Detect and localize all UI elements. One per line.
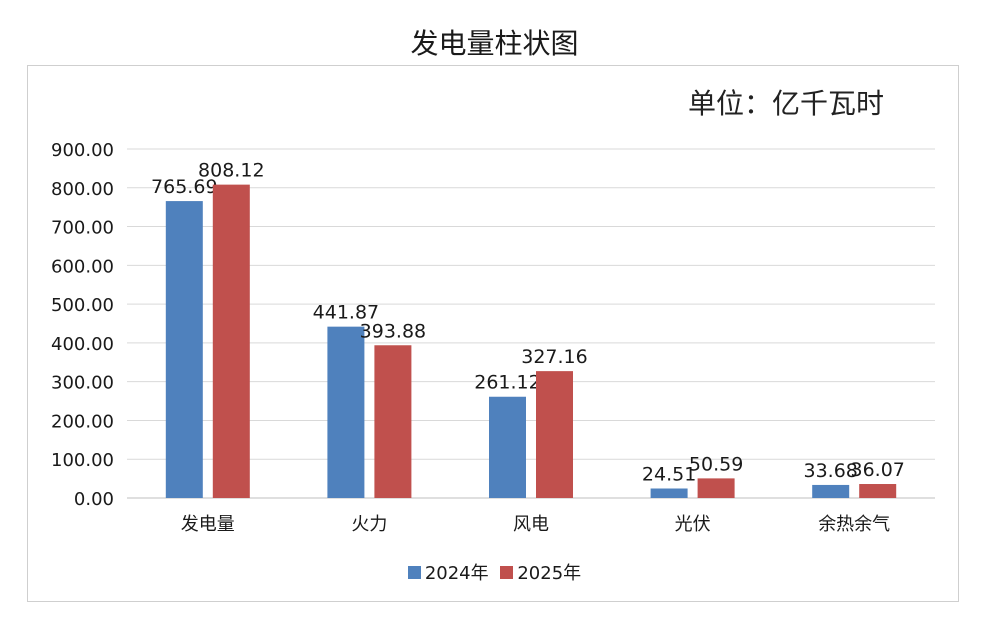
y-tick-label: 500.00 [51,295,114,316]
data-label: 393.88 [360,320,426,342]
unit-label: 单位：亿千瓦时 [688,87,885,120]
y-tick-label: 600.00 [51,256,114,277]
legend-item-2025: 2025年 [500,559,581,585]
y-tick-label: 200.00 [51,411,114,432]
data-label: 808.12 [198,160,264,182]
bar [650,488,688,498]
data-label: 441.87 [313,302,379,324]
plot-frame [27,65,959,602]
legend: 2024年 2025年 [0,559,989,585]
legend-label-2025: 2025年 [517,563,582,584]
data-label: 261.12 [474,372,540,394]
bar [697,478,735,498]
x-tick-label: 火力 [351,514,387,535]
data-label: 36.07 [850,459,904,481]
data-label: 50.59 [689,453,743,475]
legend-swatch-2024 [407,565,421,579]
x-tick-label: 光伏 [675,514,711,535]
y-tick-label: 0.00 [74,489,114,510]
y-tick-label: 800.00 [51,179,114,200]
data-label: 33.68 [803,460,857,482]
bar [212,184,250,498]
y-tick-label: 100.00 [51,450,114,471]
legend-label-2024: 2024年 [424,563,489,584]
y-tick-label: 700.00 [51,218,114,239]
x-tick-label: 余热余气 [818,514,890,535]
y-tick-label: 300.00 [51,373,114,394]
y-tick-label: 900.00 [51,140,114,161]
data-label: 765.69 [151,176,217,198]
bar [489,396,526,498]
legend-swatch-2025 [500,565,514,579]
chart-title: 发电量柱状图 [410,27,579,60]
legend-item-2024: 2024年 [407,559,489,585]
bar [812,484,850,498]
bar [536,371,573,498]
bar [374,345,412,498]
x-tick-label: 风电 [513,514,549,535]
data-label: 327.16 [521,346,587,368]
bar [165,201,203,498]
y-tick-label: 400.00 [51,334,114,355]
bar [327,326,365,498]
x-tick-label: 发电量 [181,514,235,535]
bar [859,484,897,498]
data-label: 24.51 [642,463,696,485]
